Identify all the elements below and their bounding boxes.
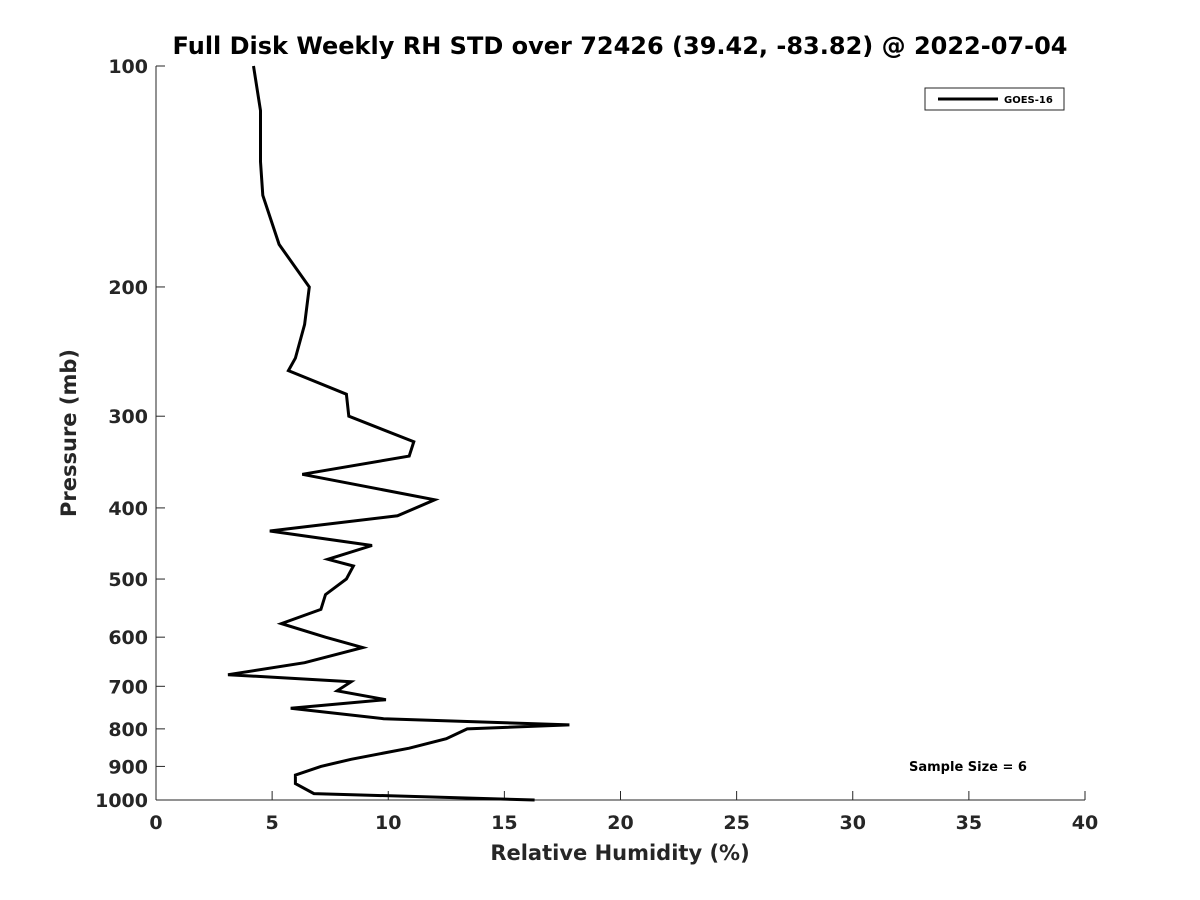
y-tick-label: 1000 xyxy=(95,790,148,812)
y-tick-label: 400 xyxy=(108,498,148,520)
y-tick-label: 200 xyxy=(108,277,148,299)
series-layer xyxy=(227,65,570,802)
chart-title: Full Disk Weekly RH STD over 72426 (39.4… xyxy=(173,32,1068,60)
y-ticks: 100 200 300 400 500 600 700 800 900 1000 xyxy=(95,56,165,812)
x-tick-label: 5 xyxy=(266,812,279,834)
series-line-goes16 xyxy=(227,65,570,802)
y-axis-label: Pressure (mb) xyxy=(57,349,81,517)
x-tick-label: 15 xyxy=(491,812,517,834)
y-tick-label: 300 xyxy=(108,406,148,428)
y-tick-label: 800 xyxy=(108,719,148,741)
y-tick-label: 100 xyxy=(108,56,148,78)
y-tick-label: 500 xyxy=(108,569,148,591)
sample-size-annotation: Sample Size = 6 xyxy=(909,760,1027,775)
x-tick-label: 20 xyxy=(607,812,633,834)
x-tick-label: 40 xyxy=(1072,812,1098,834)
x-axis-label: Relative Humidity (%) xyxy=(490,841,749,865)
y-tick-label: 600 xyxy=(108,627,148,649)
plot-area xyxy=(155,66,1085,801)
legend: GOES-16 xyxy=(924,87,1065,111)
y-tick-label: 700 xyxy=(108,676,148,698)
x-ticks: 0 5 10 15 20 25 30 35 40 xyxy=(149,791,1098,834)
legend-label-goes16: GOES-16 xyxy=(1004,95,1053,106)
x-tick-label: 0 xyxy=(149,812,162,834)
x-tick-label: 30 xyxy=(840,812,866,834)
x-tick-label: 35 xyxy=(956,812,982,834)
y-tick-label: 900 xyxy=(108,756,148,778)
x-tick-label: 10 xyxy=(375,812,401,834)
x-tick-label: 25 xyxy=(723,812,749,834)
